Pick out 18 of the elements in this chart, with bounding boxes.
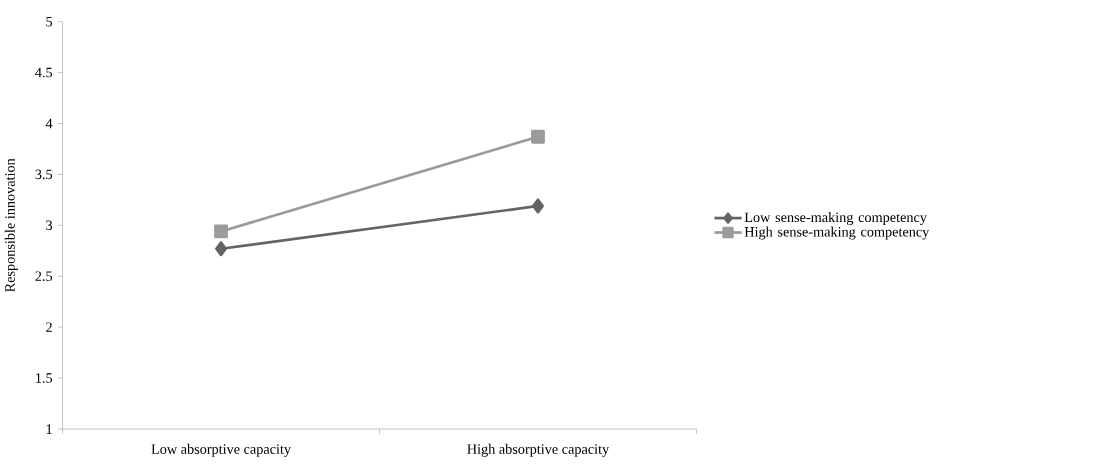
y-tick-label: 2.5 bbox=[35, 271, 53, 282]
legend-label: Low sense-making competency bbox=[744, 212, 927, 226]
point bbox=[531, 129, 545, 144]
y-tick-label: 5 bbox=[46, 17, 53, 27]
x-tick-label: Low absorptive capacity bbox=[151, 443, 291, 457]
point bbox=[214, 224, 228, 239]
y-tick-label: 1 bbox=[46, 424, 52, 434]
point bbox=[531, 198, 544, 214]
y-tick-label: 3 bbox=[46, 220, 53, 231]
y-axis-title: Responsible innovation bbox=[4, 158, 18, 293]
y-tick-label: 4.5 bbox=[35, 67, 53, 78]
point bbox=[215, 241, 228, 257]
y-tick-label: 3.5 bbox=[35, 169, 53, 180]
y-tick-label: 4 bbox=[45, 118, 53, 129]
y-tick-label: 2 bbox=[46, 322, 52, 332]
legend-label: High sense-making competency bbox=[744, 226, 930, 240]
y-tick-label: 1.5 bbox=[36, 373, 53, 383]
x-tick-label: High absorptive capacity bbox=[467, 443, 610, 457]
